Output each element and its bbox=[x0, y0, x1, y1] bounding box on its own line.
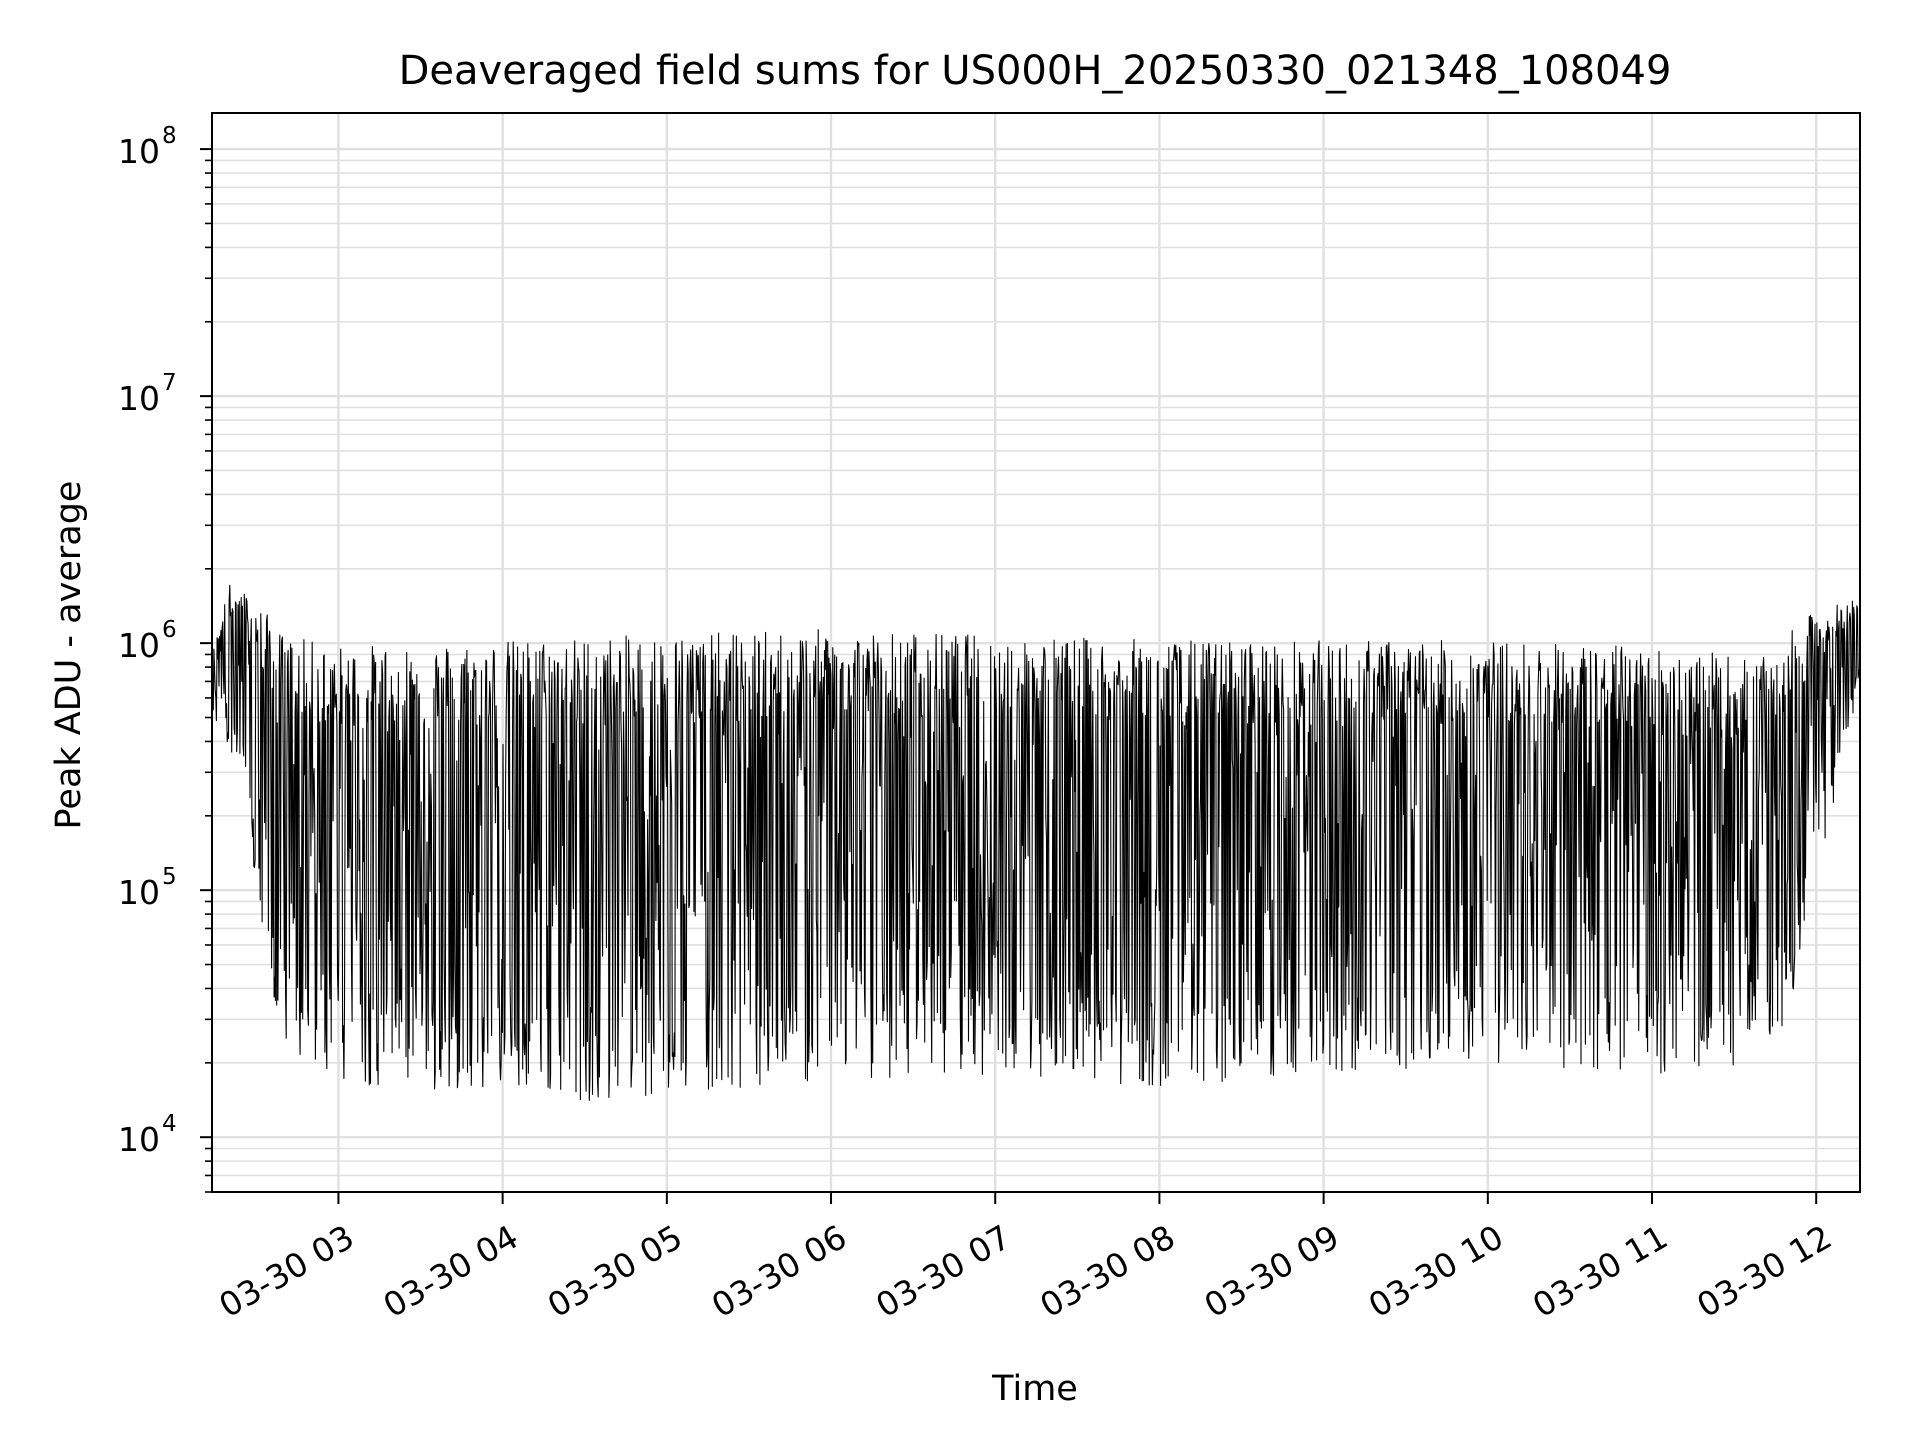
y-tick-exponent: 4 bbox=[162, 1111, 177, 1137]
y-tick-label: 10 bbox=[118, 132, 160, 171]
data-series bbox=[212, 584, 1860, 1101]
series-line bbox=[212, 584, 1860, 1101]
y-tick-label: 10 bbox=[118, 1120, 160, 1159]
y-tick-exponent: 5 bbox=[162, 864, 177, 890]
chart-title: Deaveraged field sums for US000H_2025033… bbox=[399, 48, 1672, 94]
y-tick-exponent: 7 bbox=[162, 370, 177, 396]
y-tick-exponent: 6 bbox=[162, 617, 177, 643]
y-tick-label: 10 bbox=[118, 873, 160, 912]
y-tick-exponent: 8 bbox=[162, 123, 177, 149]
y-tick-label: 10 bbox=[118, 626, 160, 665]
y-axis-label: Peak ADU - average bbox=[49, 481, 89, 830]
plot-frame bbox=[211, 112, 1861, 1193]
y-tick-label: 10 bbox=[118, 379, 160, 418]
x-axis-label: Time bbox=[991, 1369, 1078, 1409]
